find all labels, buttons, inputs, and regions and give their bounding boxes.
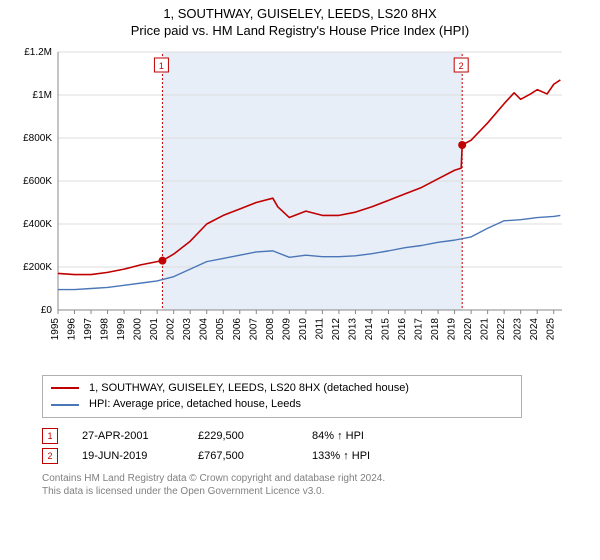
- svg-text:2010: 2010: [298, 317, 309, 340]
- svg-text:2011: 2011: [314, 317, 325, 339]
- sale-row-1: 1 27-APR-2001 £229,500 84% ↑ HPI: [42, 426, 590, 446]
- svg-text:2016: 2016: [397, 317, 408, 340]
- sale-price-2: £767,500: [198, 450, 288, 462]
- legend-label-hpi: HPI: Average price, detached house, Leed…: [89, 396, 301, 413]
- sale-row-2: 2 19-JUN-2019 £767,500 133% ↑ HPI: [42, 446, 590, 466]
- svg-text:2009: 2009: [281, 317, 292, 340]
- sale-marker-1: 1: [42, 428, 58, 444]
- svg-text:2002: 2002: [166, 317, 177, 340]
- legend-swatch-subject: [51, 387, 79, 389]
- svg-text:1995: 1995: [50, 317, 61, 340]
- svg-text:2000: 2000: [133, 317, 144, 340]
- legend-swatch-hpi: [51, 404, 79, 406]
- sale-pct-1: 84% ↑ HPI: [312, 430, 412, 442]
- sales-table: 1 27-APR-2001 £229,500 84% ↑ HPI 2 19-JU…: [42, 426, 590, 466]
- legend: 1, SOUTHWAY, GUISELEY, LEEDS, LS20 8HX (…: [42, 375, 522, 418]
- svg-text:2019: 2019: [447, 317, 458, 340]
- footer-line-2: This data is licensed under the Open Gov…: [42, 485, 590, 498]
- svg-text:£600K: £600K: [23, 176, 52, 187]
- svg-text:2004: 2004: [199, 317, 210, 340]
- svg-text:2018: 2018: [430, 317, 441, 340]
- svg-text:2003: 2003: [182, 317, 193, 340]
- svg-text:2006: 2006: [232, 317, 243, 340]
- svg-text:2: 2: [459, 61, 464, 71]
- legend-row-subject: 1, SOUTHWAY, GUISELEY, LEEDS, LS20 8HX (…: [51, 380, 513, 397]
- sale-date-2: 19-JUN-2019: [82, 450, 174, 462]
- footer-line-1: Contains HM Land Registry data © Crown c…: [42, 472, 590, 485]
- sale-date-1: 27-APR-2001: [82, 430, 174, 442]
- svg-text:2015: 2015: [380, 317, 391, 340]
- svg-text:2012: 2012: [331, 317, 342, 340]
- svg-text:2013: 2013: [347, 317, 358, 340]
- svg-text:£1M: £1M: [33, 90, 52, 101]
- svg-text:1996: 1996: [67, 317, 78, 340]
- svg-text:2020: 2020: [463, 317, 474, 340]
- svg-text:1999: 1999: [116, 317, 127, 340]
- svg-text:2022: 2022: [496, 317, 507, 340]
- legend-row-hpi: HPI: Average price, detached house, Leed…: [51, 396, 513, 413]
- chart-svg: £0 £200K £400K £600K £800K £1M £1.2M 1995 1996 19…: [10, 44, 570, 364]
- svg-text:2025: 2025: [546, 317, 557, 340]
- title-line-2: Price paid vs. HM Land Registry's House …: [10, 23, 590, 40]
- svg-text:2008: 2008: [265, 317, 276, 340]
- svg-text:2005: 2005: [215, 317, 226, 340]
- svg-text:1997: 1997: [83, 317, 94, 340]
- legend-label-subject: 1, SOUTHWAY, GUISELEY, LEEDS, LS20 8HX (…: [89, 380, 409, 397]
- svg-text:2023: 2023: [513, 317, 524, 340]
- title-line-1: 1, SOUTHWAY, GUISELEY, LEEDS, LS20 8HX: [10, 6, 590, 23]
- sale-price-1: £229,500: [198, 430, 288, 442]
- svg-text:2007: 2007: [248, 317, 259, 340]
- svg-text:2001: 2001: [149, 317, 160, 340]
- svg-text:2014: 2014: [364, 317, 375, 340]
- svg-text:£1.2M: £1.2M: [24, 47, 52, 58]
- title-block: 1, SOUTHWAY, GUISELEY, LEEDS, LS20 8HX P…: [10, 6, 590, 40]
- sale-pct-2: 133% ↑ HPI: [312, 450, 412, 462]
- svg-text:1: 1: [159, 61, 164, 71]
- sale-marker-2: 2: [42, 448, 58, 464]
- chart: £0 £200K £400K £600K £800K £1M £1.2M 1995 1996 19…: [10, 44, 590, 369]
- svg-text:1998: 1998: [100, 317, 111, 340]
- svg-text:£400K: £400K: [23, 219, 52, 230]
- svg-text:2024: 2024: [529, 317, 540, 340]
- svg-text:£0: £0: [41, 305, 53, 316]
- footer: Contains HM Land Registry data © Crown c…: [42, 472, 590, 498]
- svg-text:£200K: £200K: [23, 262, 52, 273]
- svg-text:2017: 2017: [414, 317, 425, 340]
- svg-text:£800K: £800K: [23, 133, 52, 144]
- svg-text:2021: 2021: [480, 317, 491, 340]
- figure-root: 1, SOUTHWAY, GUISELEY, LEEDS, LS20 8HX P…: [0, 0, 600, 560]
